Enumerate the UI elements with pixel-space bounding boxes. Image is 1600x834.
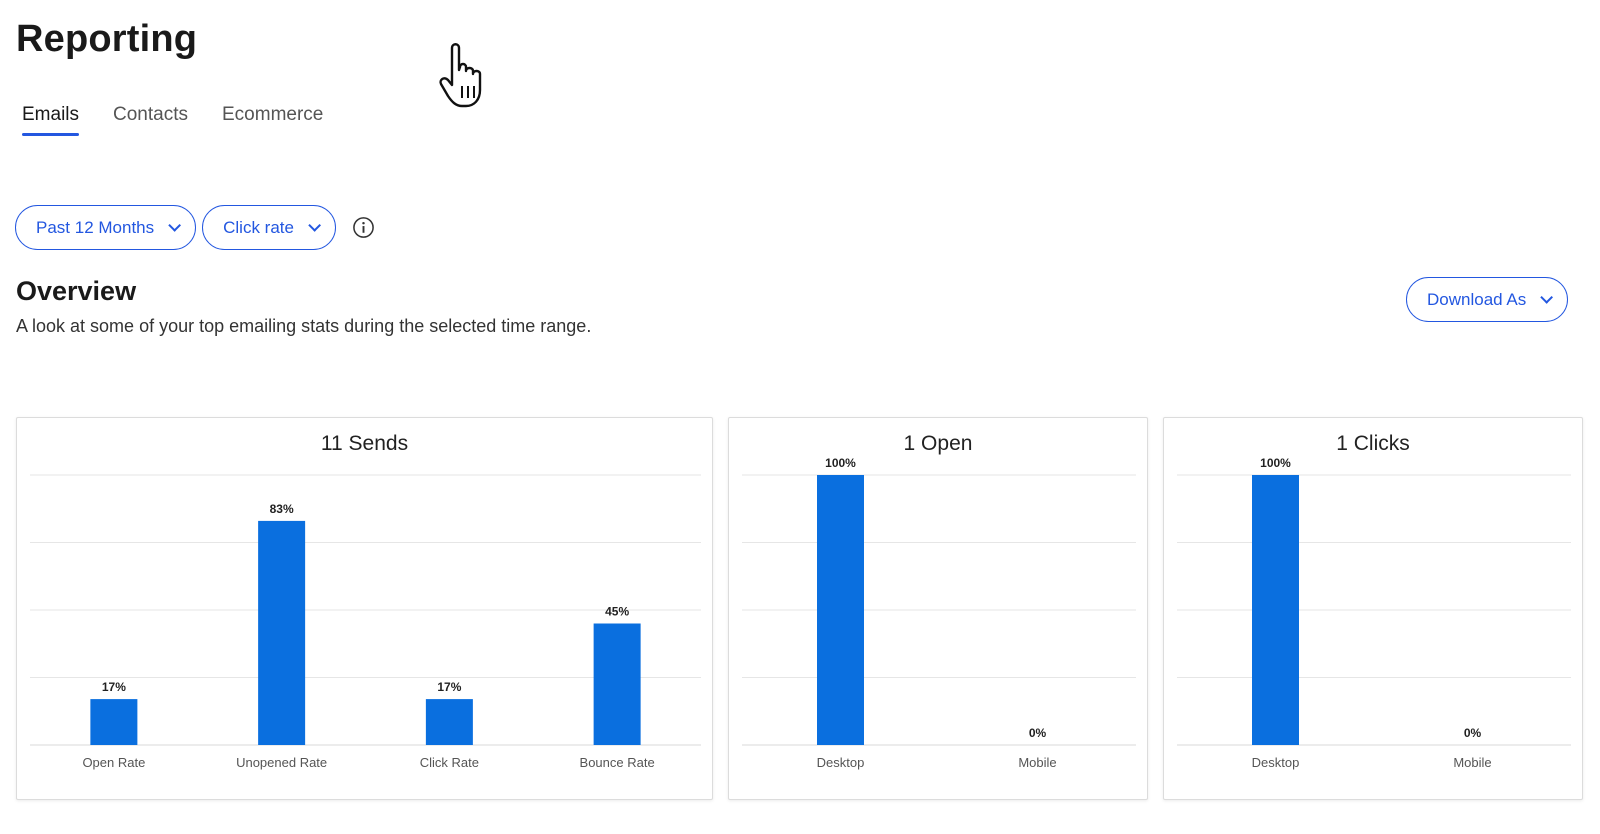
time-range-dropdown[interactable]: Past 12 Months xyxy=(15,205,197,250)
tick-label: Mobile xyxy=(1453,755,1491,770)
tab-emails[interactable]: Emails xyxy=(22,104,80,136)
data-label: 45% xyxy=(605,605,629,619)
data-label: 0% xyxy=(1464,726,1482,740)
tick-label: Mobile xyxy=(1018,755,1056,770)
tick-label: Click Rate xyxy=(420,755,479,770)
chevron-down-icon xyxy=(168,219,182,232)
tab-contacts[interactable]: Contacts xyxy=(113,104,188,125)
chart-title: 1 Open xyxy=(903,432,973,455)
tick-label: Unopened Rate xyxy=(236,755,327,770)
bar xyxy=(817,475,864,745)
data-label: 100% xyxy=(825,456,856,470)
metric-dropdown[interactable]: Click rate xyxy=(202,205,336,250)
chevron-down-icon xyxy=(1540,291,1554,304)
tick-label: Desktop xyxy=(1252,755,1300,770)
bar xyxy=(90,699,138,745)
chart-title: 1 Clicks xyxy=(1336,432,1410,455)
bar xyxy=(1252,475,1299,745)
overview-subtitle: A look at some of your top emailing stat… xyxy=(16,316,592,336)
overview-title: Overview xyxy=(16,276,137,306)
clicks-chart-card: 1 Clicks 100% Desktop 0% Mobile xyxy=(1163,417,1583,800)
hand-cursor-icon xyxy=(439,43,482,108)
filter-bar: Past 12 Months Click rate xyxy=(15,205,375,250)
chevron-down-icon xyxy=(308,219,321,232)
download-as-button[interactable]: Download As xyxy=(1406,277,1569,322)
download-as-label: Download As xyxy=(1427,289,1527,309)
opens-chart-card: 1 Open 100% Desktop 0% Mobile xyxy=(728,417,1148,800)
clicks-chart: 100% Desktop 0% Mobile xyxy=(1177,456,1571,770)
time-range-label: Past 12 Months xyxy=(36,217,155,237)
metric-label: Click rate xyxy=(223,217,294,237)
tick-label: Bounce Rate xyxy=(580,755,655,770)
info-icon[interactable] xyxy=(352,216,375,239)
data-label: 83% xyxy=(270,502,294,516)
page-title: Reporting xyxy=(16,18,198,60)
data-label: 17% xyxy=(102,680,126,694)
bar xyxy=(593,623,641,745)
tick-label: Open Rate xyxy=(82,755,145,770)
data-label: 17% xyxy=(437,680,461,694)
opens-chart: 100% Desktop 0% Mobile xyxy=(742,456,1136,770)
report-tabs: Emails Contacts Ecommerce xyxy=(22,104,323,136)
sends-chart-card: 11 Sends 17% Open Rate 83% Unopened Rate 17%… xyxy=(16,417,713,800)
chart-title: 11 Sends xyxy=(320,432,409,455)
tick-label: Desktop xyxy=(817,755,865,770)
data-label: 0% xyxy=(1029,726,1047,740)
bar xyxy=(425,699,473,745)
bar xyxy=(258,520,306,745)
tab-ecommerce[interactable]: Ecommerce xyxy=(222,104,324,125)
data-label: 100% xyxy=(1260,456,1291,470)
sends-chart: 17% Open Rate 83% Unopened Rate 17% Click Rat… xyxy=(30,474,701,770)
